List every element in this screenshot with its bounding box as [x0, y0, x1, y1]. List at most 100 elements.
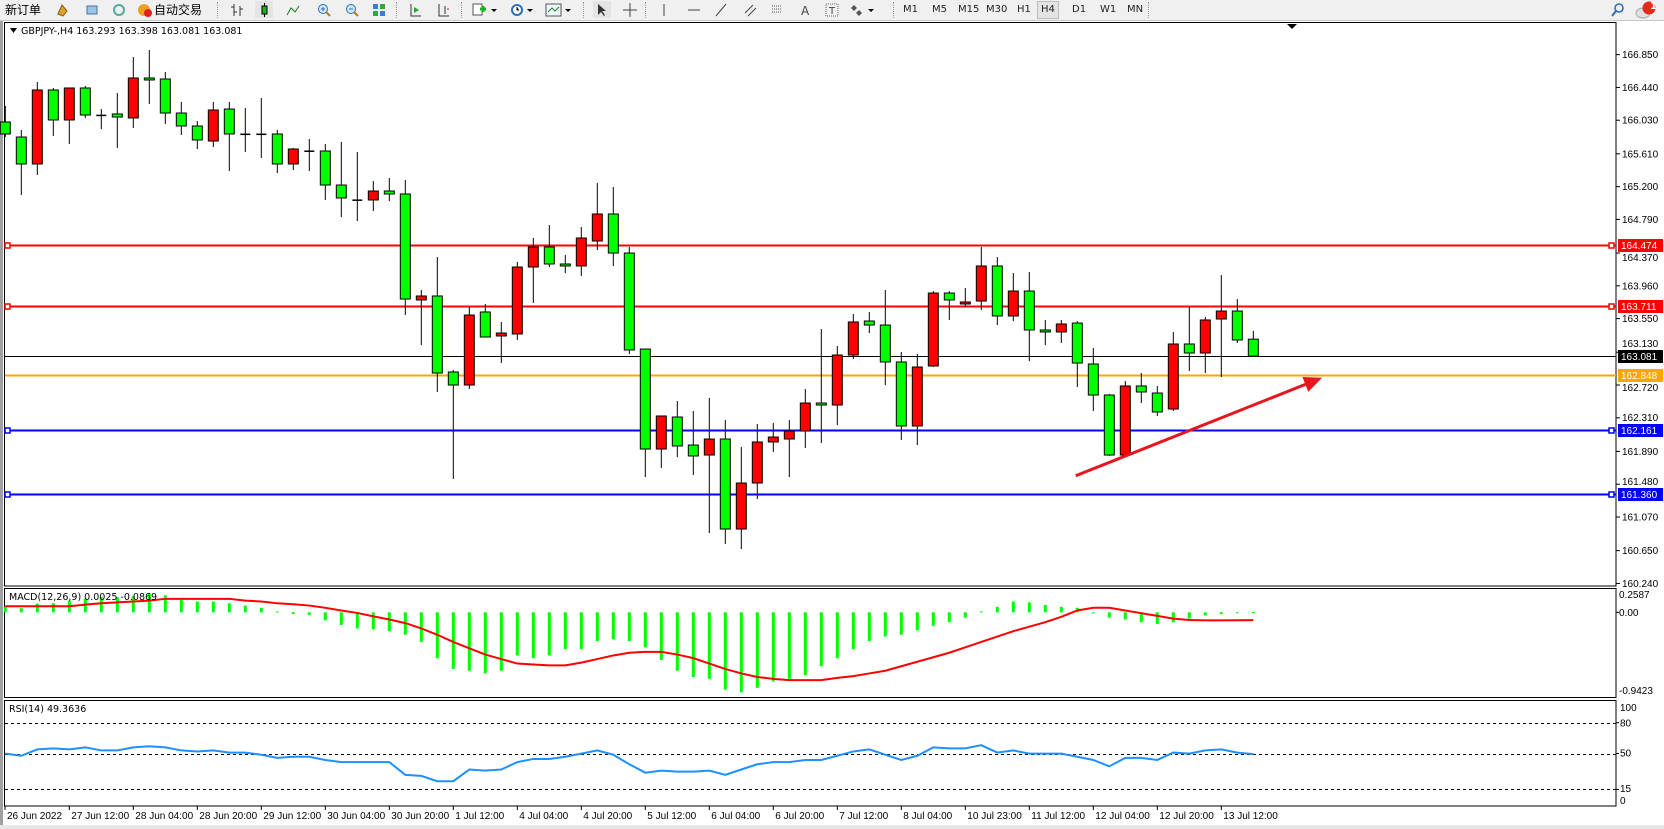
time-axis-label: 30 Jun 20:00	[391, 811, 449, 822]
candle	[799, 389, 811, 448]
time-axis-label: 12 Jul 04:00	[1095, 811, 1150, 822]
horizontal-line-icon[interactable]	[685, 1, 703, 18]
macd-histogram-bar	[1107, 612, 1111, 618]
time-axis-label: 26 Jun 2022	[7, 811, 62, 822]
candle-body	[1167, 343, 1179, 410]
candle	[111, 93, 123, 148]
vertical-line-icon[interactable]	[655, 1, 673, 18]
zoom-out-icon[interactable]	[343, 1, 361, 18]
candle-body	[559, 263, 571, 267]
candle	[783, 419, 795, 478]
macd-histogram-bar	[179, 599, 183, 613]
macd-histogram-bar	[723, 612, 727, 690]
notification-button[interactable]: 1	[1634, 1, 1660, 18]
candle-body	[1055, 323, 1067, 333]
price-label-bg	[1618, 369, 1663, 382]
equidistant-channel-icon[interactable]	[742, 1, 760, 18]
chart-shift-icon[interactable]	[434, 1, 452, 18]
time-axis-label: 10 Jul 23:00	[967, 811, 1022, 822]
candle	[895, 351, 907, 440]
chart-menu-triangle-icon[interactable]	[10, 28, 17, 33]
line-chart-icon[interactable]	[284, 1, 302, 18]
candle	[991, 257, 1003, 326]
line-handle-left[interactable]	[4, 303, 11, 310]
cursor-icon[interactable]	[593, 1, 611, 18]
time-axis-label: 13 Jul 12:00	[1223, 811, 1278, 822]
rsi-axis-label: 0	[1620, 796, 1626, 807]
arrows-icon	[851, 4, 874, 16]
timeframe-m1[interactable]: M1	[903, 4, 918, 15]
macd-histogram-bar	[547, 612, 551, 656]
macd-histogram-bar	[819, 612, 823, 667]
candle	[623, 247, 635, 354]
new-order-button[interactable]: 新订单	[2, 1, 44, 18]
time-axis-label: 12 Jul 20:00	[1159, 811, 1214, 822]
candle-body	[319, 150, 331, 186]
timeframe-h4[interactable]: H4	[1037, 1, 1059, 19]
macd-histogram-bar	[1043, 605, 1047, 613]
templates-button[interactable]	[543, 1, 575, 18]
periods-button[interactable]	[508, 1, 538, 18]
macd-histogram-bar	[851, 612, 855, 650]
line-handle-left[interactable]	[4, 491, 11, 498]
fibonacci-icon[interactable]	[769, 1, 787, 18]
price-axis-label: 165.200	[1622, 182, 1659, 193]
arrows-button[interactable]	[848, 1, 876, 18]
timeframe-w1[interactable]: W1	[1100, 4, 1117, 15]
line-handle-right[interactable]	[1608, 303, 1615, 310]
macd-axis-label: 0.00	[1619, 608, 1639, 619]
macd-histogram-bar	[19, 608, 23, 613]
candle	[735, 447, 747, 550]
gold-icon[interactable]	[53, 1, 71, 18]
candle	[431, 257, 443, 392]
trend-arrow[interactable]	[1075, 376, 1323, 478]
bar-chart-icon[interactable]	[228, 1, 246, 18]
candle-body	[143, 77, 155, 81]
timeframe-d1[interactable]: D1	[1072, 4, 1087, 15]
line-handle-left[interactable]	[4, 427, 11, 434]
time-axis-label: 6 Jul 20:00	[775, 811, 824, 822]
text-label-icon[interactable]: T	[823, 1, 841, 18]
trendline-icon[interactable]	[712, 1, 730, 18]
market-watch-icon[interactable]	[83, 1, 101, 18]
search-icon[interactable]	[1609, 1, 1627, 18]
line-handle-right[interactable]	[1608, 491, 1615, 498]
line-handle-right[interactable]	[1608, 427, 1615, 434]
line-handle-left[interactable]	[4, 242, 11, 249]
candle-body	[623, 252, 635, 351]
macd-histogram-bar	[611, 612, 615, 640]
macd-histogram-bar	[771, 612, 775, 682]
indicator-axes: 0.2587 0.00 -0.9423 100 80 50 150	[1616, 590, 1653, 807]
candle-body	[175, 112, 187, 127]
timeframe-mn[interactable]: MN	[1127, 4, 1144, 15]
text-icon[interactable]: A	[796, 1, 814, 18]
time-axis-label: 4 Jul 04:00	[519, 811, 568, 822]
auto-scroll-icon[interactable]	[406, 1, 424, 18]
crosshair-icon[interactable]	[621, 1, 639, 18]
macd-signal-line	[5, 597, 1254, 682]
signals-icon[interactable]	[110, 1, 128, 18]
macd-histogram-bar	[227, 603, 231, 613]
timeframe-m30[interactable]: M30	[986, 4, 1008, 15]
candle-body	[719, 438, 731, 530]
main-pane[interactable]	[4, 22, 1617, 587]
macd-histogram-bar	[883, 612, 887, 637]
tile-windows-icon[interactable]	[370, 1, 388, 18]
rsi-pane[interactable]	[4, 700, 1617, 807]
candlestick-icon[interactable]	[255, 1, 273, 18]
candle	[543, 225, 555, 268]
notification-icon	[1635, 1, 1656, 18]
auto-trading-button[interactable]: 自动交易	[136, 1, 208, 18]
candle	[256, 97, 267, 158]
timeframe-h1[interactable]: H1	[1017, 4, 1031, 15]
chart-shift-marker-icon[interactable]	[1287, 24, 1297, 29]
macd-histogram-bar	[979, 611, 983, 613]
candle	[575, 227, 587, 276]
timeframe-m5[interactable]: M5	[932, 4, 947, 15]
zoom-in-icon[interactable]	[315, 1, 333, 18]
indicators-button[interactable]	[470, 1, 500, 18]
timeframe-m15[interactable]: M15	[958, 4, 980, 15]
price-axis-label: 163.550	[1622, 314, 1659, 325]
line-handle-right[interactable]	[1608, 242, 1615, 249]
